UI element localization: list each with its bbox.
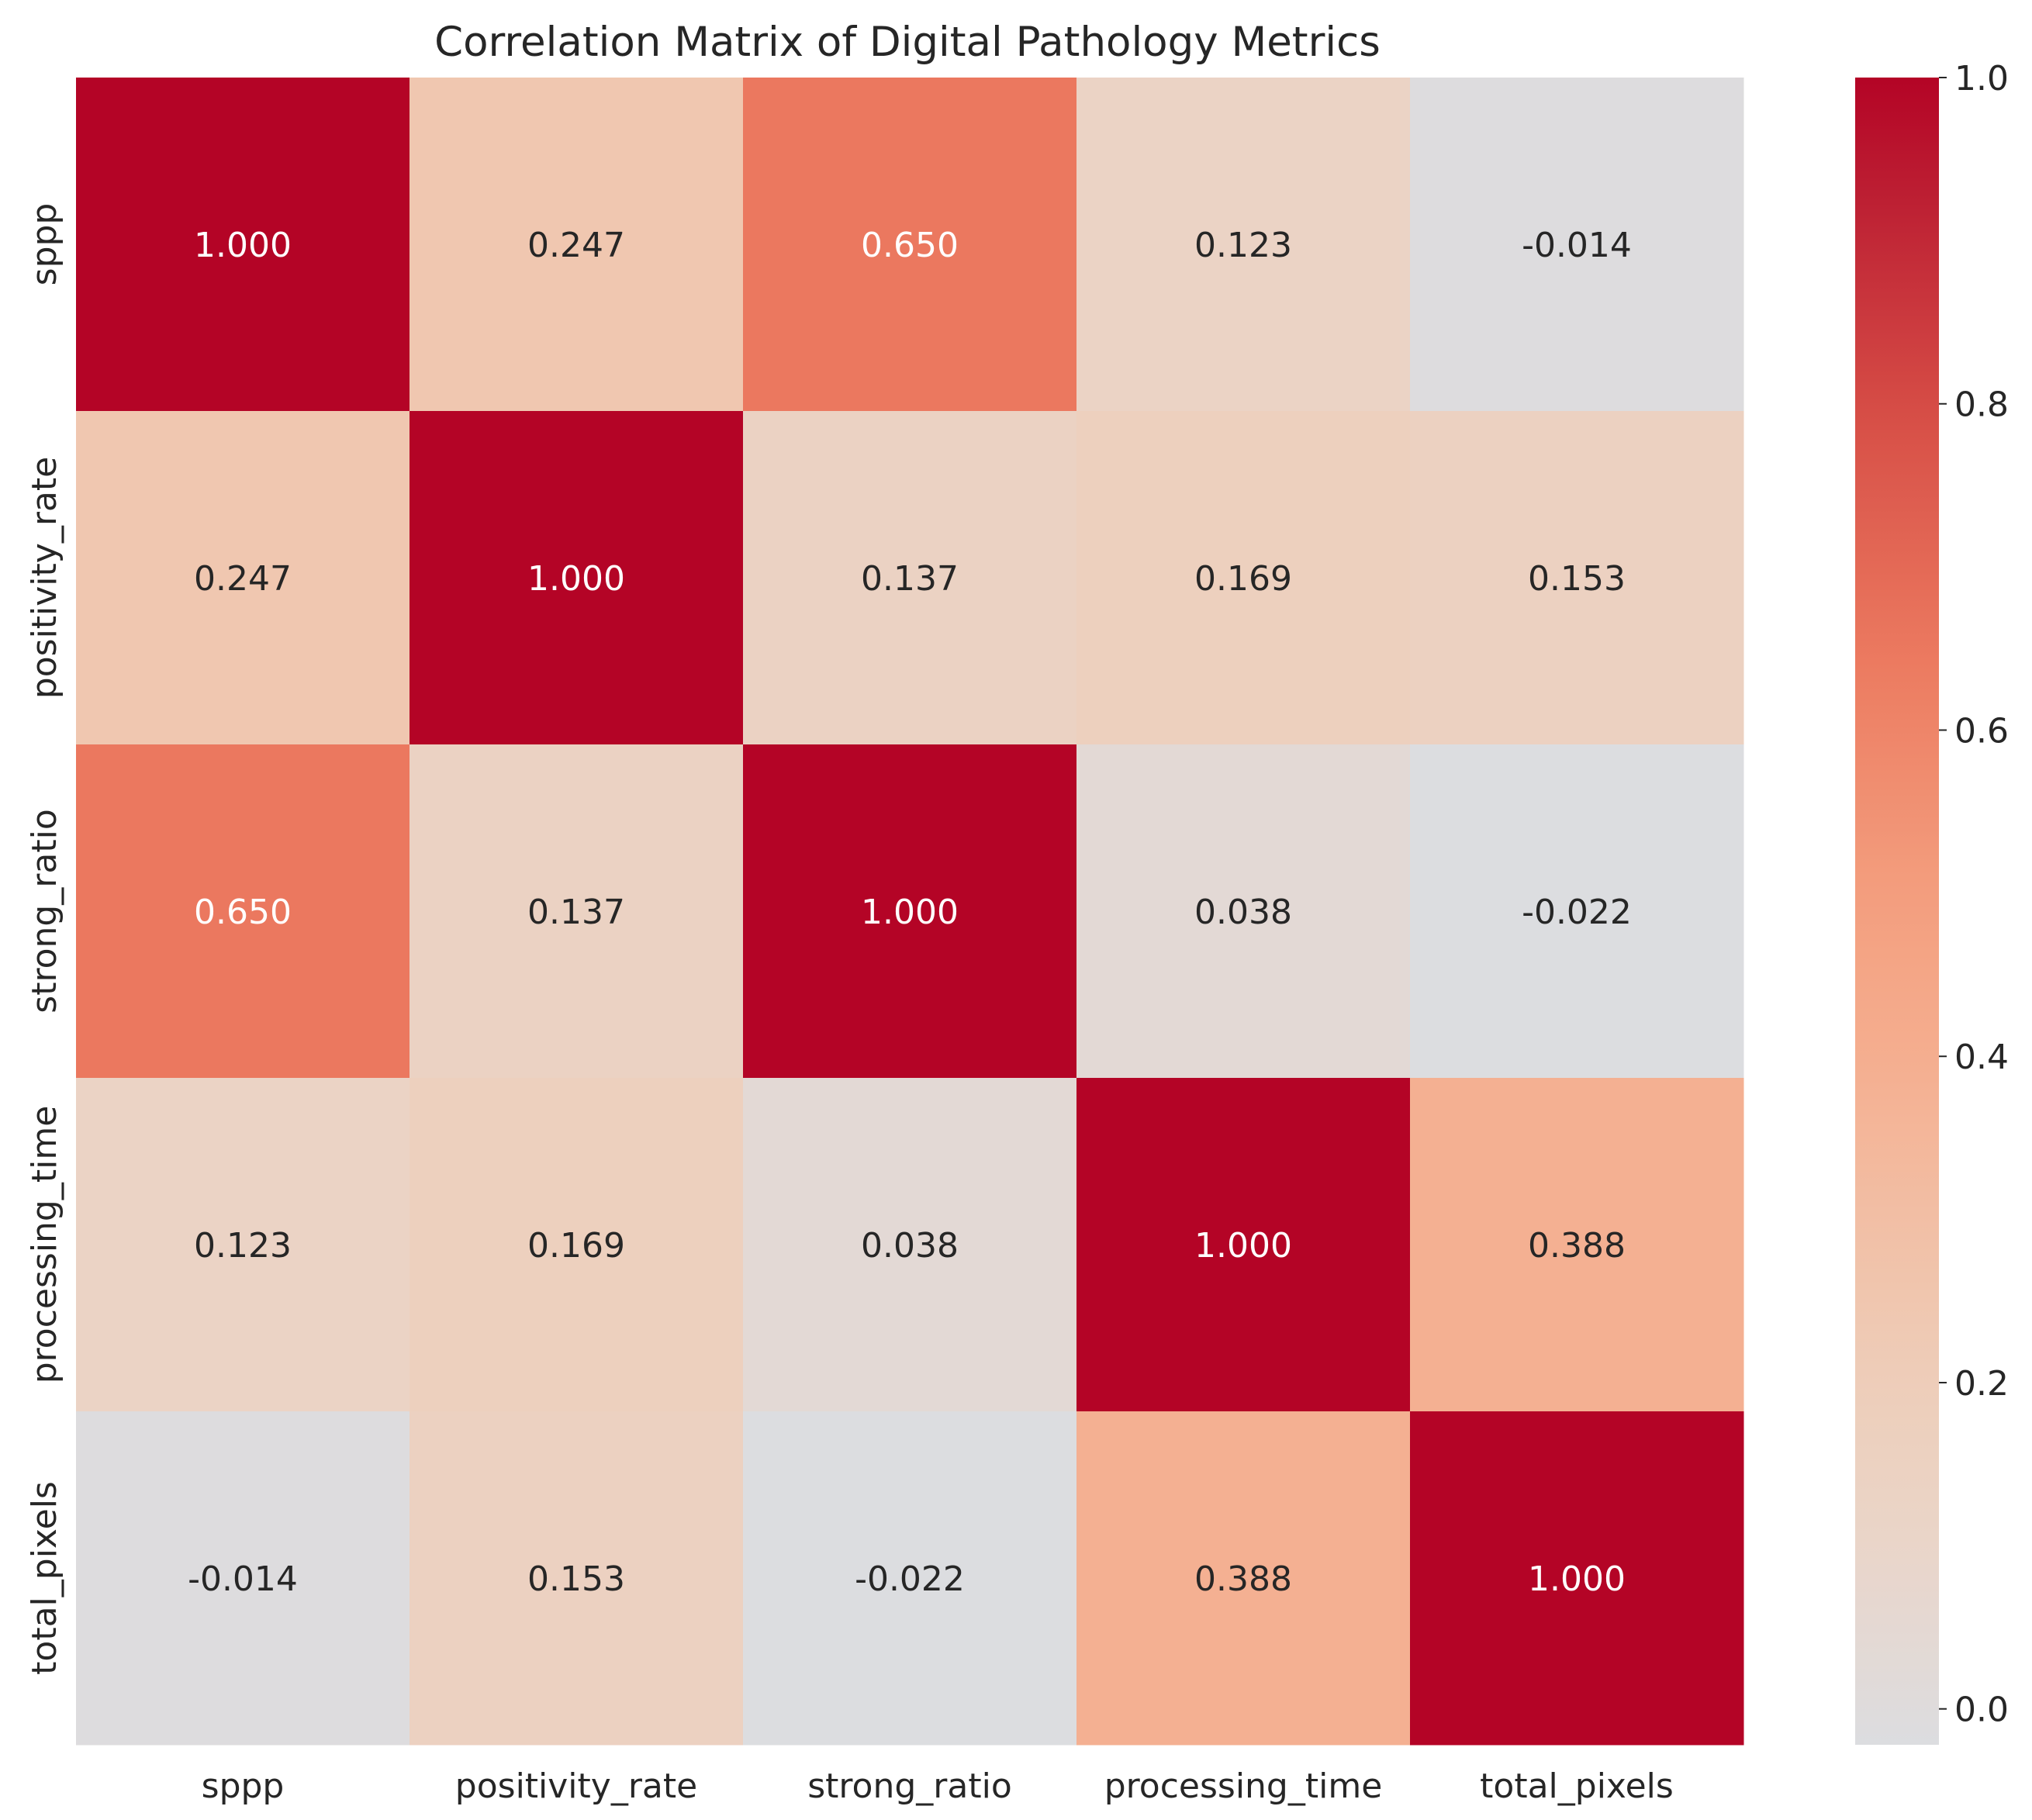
heatmap-cell-2-3: [1076, 744, 1411, 1079]
heatmap-cell-4-0: [76, 1411, 410, 1746]
cell-annotations: 1.000 0.247 0.650 0.123 -0.014 0.247 1.000 0.13…: [188, 226, 1632, 1599]
cell-label-3-3: 1.000: [1194, 1226, 1292, 1266]
heatmap-cell-0-4: [1410, 78, 1744, 412]
colorbar-tick-label-0: 0.0: [1954, 1690, 2009, 1730]
colorbar: 0.0 0.2 0.4 0.6 0.8 1.0: [1855, 59, 2009, 1745]
heatmap-cell-3-1: [410, 1078, 744, 1412]
cell-label-1-3: 0.169: [1194, 559, 1292, 599]
y-tick-label-4: total_pixels: [25, 1481, 64, 1675]
y-tick-label-2: strong_ratio: [25, 809, 64, 1013]
heatmap-cell-4-3: [1076, 1411, 1411, 1746]
cell-label-1-1: 1.000: [527, 559, 625, 599]
y-axis-ticks: sppp positivity_rate strong_ratio processin…: [25, 203, 64, 1675]
colorbar-tick-label-1: 0.2: [1954, 1364, 2009, 1404]
heatmap-cell-2-2: [743, 744, 1077, 1079]
cell-label-3-0: 0.123: [194, 1226, 292, 1266]
heatmap-cell-3-0: [76, 1078, 410, 1412]
cell-label-4-4: 1.000: [1528, 1559, 1626, 1599]
cell-label-4-0: -0.014: [188, 1559, 298, 1599]
heatmap-cell-2-0: [76, 744, 410, 1079]
cell-label-4-1: 0.153: [527, 1559, 625, 1599]
cell-label-2-3: 0.038: [1194, 893, 1292, 932]
colorbar-gradient: [1855, 78, 1939, 1745]
cell-label-4-3: 0.388: [1194, 1559, 1292, 1599]
y-tick-label-3: processing_time: [25, 1106, 64, 1384]
heatmap-cell-1-3: [1076, 411, 1411, 745]
heatmap-cell-0-0: [76, 78, 410, 412]
cell-label-2-1: 0.137: [527, 893, 625, 932]
cell-label-0-4: -0.014: [1522, 226, 1632, 265]
heatmap-cell-0-1: [410, 78, 744, 412]
cell-label-1-0: 0.247: [194, 559, 292, 599]
heatmap-cell-4-4: [1410, 1411, 1744, 1746]
heatmap-cell-3-3: [1076, 1078, 1411, 1412]
heatmap-cell-3-2: [743, 1078, 1077, 1412]
heatmap-cell-4-1: [410, 1411, 744, 1746]
cell-label-2-2: 1.000: [861, 893, 959, 932]
cell-label-0-2: 0.650: [861, 226, 959, 265]
cell-label-2-4: -0.022: [1522, 893, 1632, 932]
colorbar-tick-label-4: 0.8: [1954, 385, 2009, 425]
cell-label-3-4: 0.388: [1528, 1226, 1626, 1266]
cell-label-4-2: -0.022: [855, 1559, 965, 1599]
heatmap-cell-2-4: [1410, 744, 1744, 1079]
heatmap-cell-0-3: [1076, 78, 1411, 412]
cell-label-0-3: 0.123: [1194, 226, 1292, 265]
heatmap-cell-1-2: [743, 411, 1077, 745]
heatmap-cell-4-2: [743, 1411, 1077, 1746]
heatmap-cell-1-1: [410, 411, 744, 745]
x-axis-ticks: sppp positivity_rate strong_ratio processin…: [202, 1766, 1674, 1806]
heatmap-cell-3-4: [1410, 1078, 1744, 1412]
heatmap-cell-2-1: [410, 744, 744, 1079]
cell-label-1-4: 0.153: [1528, 559, 1626, 599]
cell-label-0-1: 0.247: [527, 226, 625, 265]
colorbar-tick-label-2: 0.4: [1954, 1038, 2009, 1077]
cell-label-1-2: 0.137: [861, 559, 959, 599]
heatmap-cells: [76, 78, 1744, 1746]
cell-label-3-2: 0.038: [861, 1226, 959, 1266]
cell-label-2-0: 0.650: [194, 893, 292, 932]
heatmap-cell-0-2: [743, 78, 1077, 412]
x-tick-label-0: sppp: [202, 1766, 285, 1806]
heatmap-cell-1-4: [1410, 411, 1744, 745]
cell-label-3-1: 0.169: [527, 1226, 625, 1266]
y-tick-label-1: positivity_rate: [25, 457, 64, 699]
heatmap-cell-1-0: [76, 411, 410, 745]
cell-label-0-0: 1.000: [194, 226, 292, 265]
x-tick-label-3: processing_time: [1104, 1766, 1383, 1806]
y-tick-label-0: sppp: [25, 203, 64, 286]
x-tick-label-1: positivity_rate: [455, 1766, 697, 1806]
x-tick-label-4: total_pixels: [1480, 1766, 1674, 1806]
chart-title: Correlation Matrix of Digital Pathology …: [434, 19, 1381, 66]
colorbar-tick-label-3: 0.6: [1954, 711, 2009, 751]
colorbar-tick-label-5: 1.0: [1954, 59, 2009, 98]
x-tick-label-2: strong_ratio: [807, 1766, 1011, 1806]
